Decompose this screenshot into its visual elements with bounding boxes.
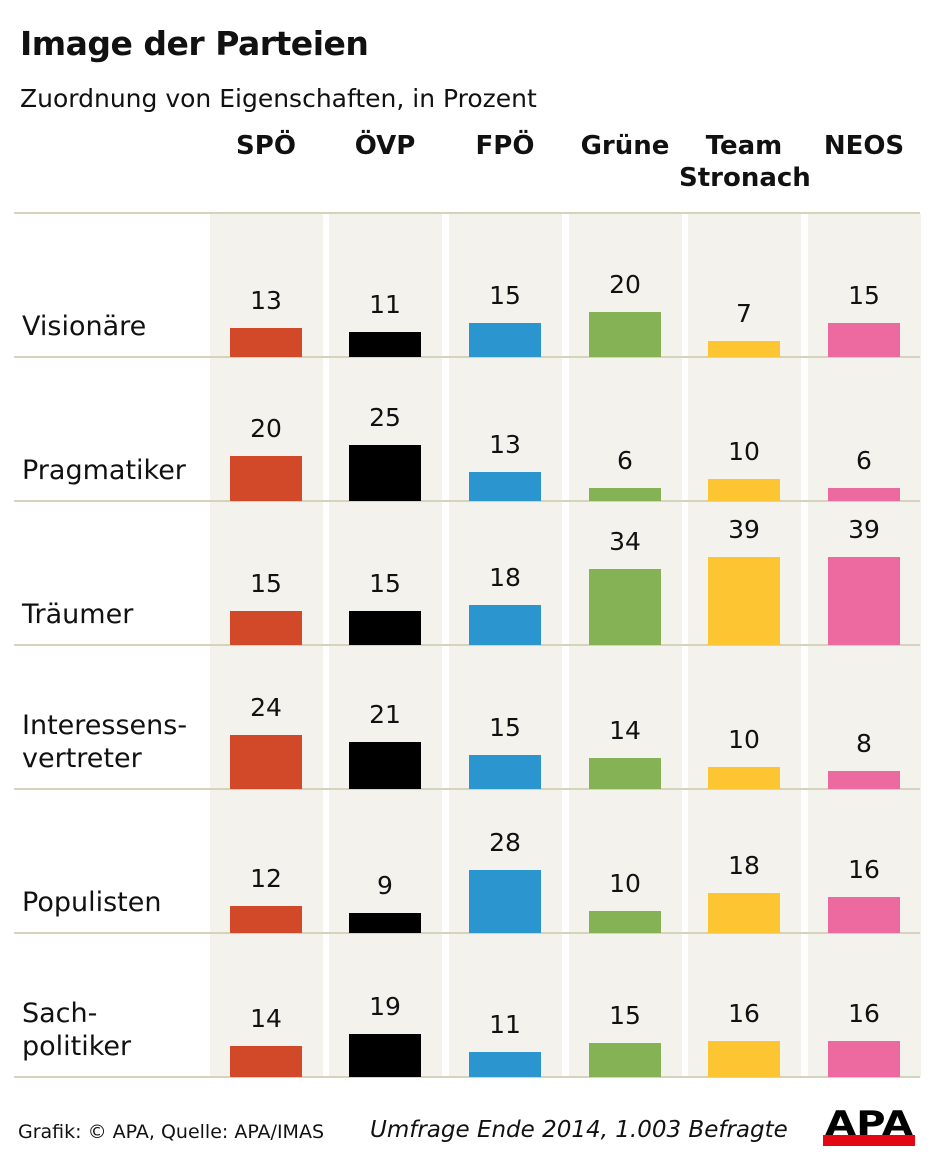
data-label: 28 [489, 828, 521, 857]
bar [589, 487, 661, 501]
data-label: 16 [848, 999, 880, 1028]
bar [230, 906, 302, 933]
row-label: Pragmatiker [22, 455, 186, 486]
data-label: 9 [377, 870, 393, 900]
bar [708, 892, 780, 933]
data-label: 12 [250, 864, 282, 893]
row-label: Visionäre [22, 311, 147, 342]
credit: Grafik: © APA, Quelle: APA/IMAS [18, 1121, 325, 1143]
bar [828, 897, 900, 933]
bar [469, 471, 541, 501]
data-label: 16 [728, 999, 760, 1028]
data-label: 14 [250, 1003, 282, 1033]
row-label: Interessens- vertreter [22, 710, 188, 774]
data-label: 20 [250, 414, 282, 443]
bar [708, 1041, 780, 1077]
data-label: 18 [728, 850, 760, 880]
row-label: Sach- politiker [22, 998, 132, 1062]
bar [230, 735, 302, 789]
bar [349, 332, 421, 357]
bar [230, 327, 302, 357]
data-label: 18 [489, 562, 521, 592]
row-divider [14, 788, 920, 790]
data-label: 14 [609, 715, 641, 745]
data-label: 39 [848, 515, 880, 545]
data-label: 39 [728, 515, 760, 545]
data-label: 15 [609, 1001, 641, 1031]
data-label: 16 [848, 855, 880, 884]
bar [230, 456, 302, 501]
data-label: 15 [848, 281, 880, 311]
row-label: Populisten [22, 887, 162, 918]
data-label: 10 [609, 868, 641, 898]
data-label: 20 [609, 270, 641, 299]
bar [349, 912, 421, 933]
data-label: 6 [617, 445, 633, 475]
bar [828, 1041, 900, 1077]
data-label: 24 [250, 693, 282, 722]
bar [589, 757, 661, 789]
data-label: 11 [489, 1010, 521, 1040]
bar [708, 341, 780, 357]
bar [589, 1043, 661, 1077]
bar [349, 1034, 421, 1077]
data-label: 11 [369, 290, 401, 320]
row-divider [14, 644, 920, 646]
bar [589, 312, 661, 357]
data-label: 8 [856, 729, 872, 758]
bar [469, 604, 541, 645]
bar [230, 1045, 302, 1077]
row-divider [14, 932, 920, 934]
party-header: SPÖ [236, 131, 296, 161]
bar [589, 568, 661, 645]
row-divider [14, 356, 920, 358]
party-header: ÖVP [354, 131, 416, 161]
chart-title: Image der Parteien [20, 24, 369, 63]
bar [589, 910, 661, 933]
bar [230, 611, 302, 645]
bar [469, 1052, 541, 1077]
apa-logo: APA [823, 1106, 915, 1146]
row-divider [14, 212, 920, 214]
data-label: 6 [856, 445, 872, 475]
row-label: Träumer [22, 599, 134, 630]
svg-text:APA: APA [825, 1106, 914, 1144]
bar [828, 323, 900, 357]
bar [828, 557, 900, 645]
row-divider [14, 1076, 920, 1078]
bar [828, 771, 900, 789]
bar [708, 766, 780, 789]
party-header: NEOS [823, 131, 905, 161]
data-label: 10 [728, 436, 760, 466]
data-label: 34 [609, 526, 641, 556]
bar [708, 478, 780, 501]
bar [469, 755, 541, 789]
bar [349, 611, 421, 645]
data-label: 21 [369, 699, 401, 729]
chart-subtitle: Zuordnung von Eigenschaften, in Prozent [20, 84, 537, 113]
data-label: 13 [489, 429, 521, 459]
bar [349, 741, 421, 789]
survey-note: Umfrage Ende 2014, 1.003 Befragte [370, 1117, 788, 1143]
party-header: FPÖ [475, 131, 535, 161]
data-label: 15 [489, 281, 521, 311]
party-header: Team Stronach [679, 131, 811, 193]
row-divider [14, 500, 920, 502]
bar [708, 557, 780, 645]
data-label: 15 [489, 713, 521, 743]
data-label: 13 [250, 285, 282, 315]
party-header: Grüne [580, 131, 670, 161]
data-label: 10 [728, 724, 760, 754]
bar [828, 487, 900, 501]
data-label: 19 [369, 992, 401, 1022]
data-label: 25 [369, 402, 401, 432]
bar [469, 870, 541, 933]
bar [349, 444, 421, 501]
bar [469, 323, 541, 357]
data-label: 15 [250, 569, 282, 599]
data-label: 7 [736, 299, 752, 329]
data-label: 15 [369, 569, 401, 599]
